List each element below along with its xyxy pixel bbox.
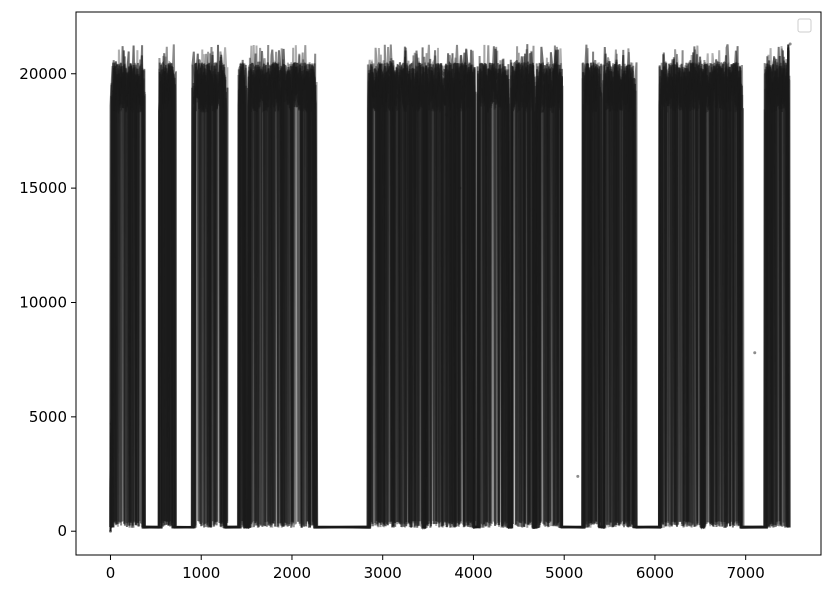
x-tick-label: 5000 (545, 564, 583, 582)
series-line (109, 44, 790, 532)
data-point (458, 186, 462, 190)
y-tick-label: 20000 (19, 65, 67, 83)
y-tick-label: 0 (57, 522, 67, 540)
y-tick-label: 5000 (29, 408, 67, 426)
data-point (753, 351, 757, 355)
y-tick-label: 15000 (19, 179, 67, 197)
data-point (444, 113, 448, 117)
x-tick-label: 0 (106, 564, 116, 582)
data-point (109, 422, 113, 426)
x-tick-label: 4000 (454, 564, 492, 582)
data-point (788, 42, 792, 46)
y-axis: 0 5000 10000 15000 20000 (19, 65, 76, 540)
legend-box (797, 18, 812, 33)
y-tick-label: 10000 (19, 293, 67, 311)
x-tick-label: 3000 (364, 564, 402, 582)
x-axis: 0 1000 2000 3000 4000 5000 6000 7000 (106, 555, 765, 582)
x-tick-label: 2000 (273, 564, 311, 582)
x-tick-label: 6000 (636, 564, 674, 582)
plot-frame (75, 11, 822, 556)
x-tick-label: 1000 (182, 564, 220, 582)
data-point (576, 474, 580, 478)
series-line (109, 44, 790, 532)
x-tick-label: 7000 (727, 564, 765, 582)
data-point (108, 529, 112, 533)
series-layer (108, 42, 792, 533)
